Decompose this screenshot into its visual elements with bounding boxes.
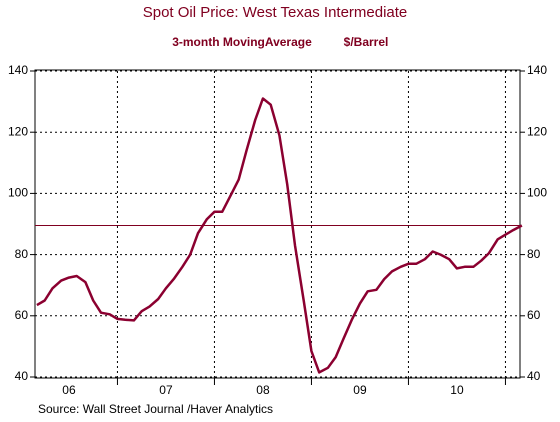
y-tick-label: 140 — [8, 63, 28, 77]
y-tick-label: 80 — [15, 247, 29, 261]
x-tick-label: 09 — [353, 383, 367, 397]
x-tick-label: 10 — [450, 383, 464, 397]
plot-frame — [34, 69, 521, 379]
y2-tick-label: 60 — [527, 308, 541, 322]
x-tick-label: 08 — [256, 383, 270, 397]
x-tick-label: 07 — [159, 383, 173, 397]
y2-tick-label: 100 — [527, 186, 547, 200]
y2-tick-label: 140 — [527, 63, 547, 77]
y-tick-label: 100 — [8, 186, 28, 200]
chart-title: Spot Oil Price: West Texas Intermediate — [143, 4, 408, 21]
y-tick-label: 120 — [8, 124, 28, 138]
chart-subtitle: 3-month MovingAverage — [172, 35, 312, 49]
y-tick-label: 60 — [15, 308, 29, 322]
unit-label: $/Barrel — [344, 35, 389, 49]
y-tick-label: 40 — [15, 369, 29, 383]
y2-tick-label: 120 — [527, 124, 547, 138]
source-note: Source: Wall Street Journal /Haver Analy… — [38, 402, 273, 416]
y2-tick-label: 80 — [527, 247, 541, 261]
x-tick-label: 06 — [62, 383, 76, 397]
data-line — [36, 97, 523, 374]
y2-tick-label: 40 — [527, 369, 541, 383]
